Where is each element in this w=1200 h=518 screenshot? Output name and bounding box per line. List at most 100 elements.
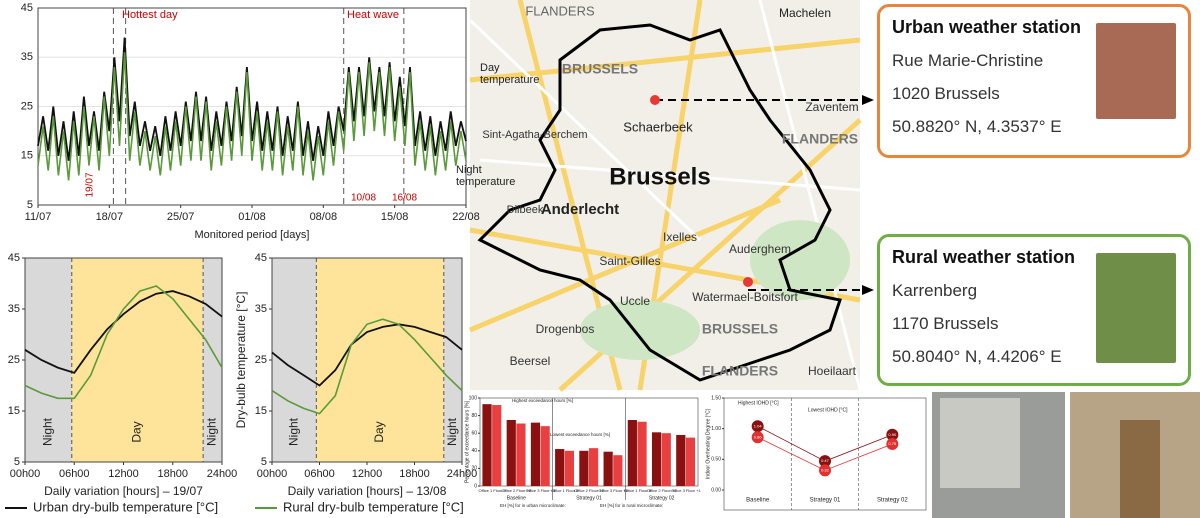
x-axis-label: Monitored period [days] — [195, 229, 310, 241]
x-tick-label: 06h00 — [59, 468, 90, 480]
bar — [637, 421, 647, 486]
x-tick-label: Strategy 02 — [877, 498, 908, 504]
y-tick-label: 80 — [471, 413, 477, 419]
annotation: Heat wave — [347, 9, 399, 21]
series-line — [24, 285, 223, 400]
legend-label: EH [%] for in rural microclimate: — [600, 503, 663, 508]
y-axis-label: Dry-bulb temperature [°C] — [234, 292, 248, 429]
x-tick-label: Office 1 Floor 0 — [551, 488, 579, 493]
y-tick-label: 35 — [8, 303, 20, 315]
series-line — [37, 37, 467, 161]
station-title: Rural weather station — [892, 247, 1076, 267]
rural-pin — [743, 277, 753, 287]
station-title: Urban weather station — [892, 17, 1082, 37]
bubble — [819, 464, 831, 477]
region-label: Night — [41, 417, 55, 446]
y-tick-label: 35 — [21, 51, 33, 63]
x-axis-label: Daily variation [hours] – 19/07 — [44, 484, 203, 498]
map-label: FLANDERS — [525, 3, 595, 18]
station-photo — [1096, 253, 1176, 363]
bar — [589, 448, 599, 486]
bar — [661, 433, 671, 486]
map-label: Zaventem — [805, 100, 858, 114]
legend-label: Rural dry-bulb temperature [°C] — [283, 499, 464, 514]
bar — [564, 450, 574, 486]
y-tick-label: 1.00 — [711, 426, 721, 432]
map-label: Brussels — [609, 163, 710, 190]
y-tick-label: 25 — [21, 100, 33, 112]
bar — [603, 451, 613, 486]
x-tick-label: Office 1 Floor 0 — [478, 488, 506, 493]
annotation: Highest IOHD [°C] — [738, 400, 779, 406]
y-tick-label: 45 — [21, 2, 33, 14]
annotation: Lowest exceedance hours [%] — [550, 432, 610, 437]
annotation: Day temperature — [480, 62, 539, 86]
map-label: Hoeilaart — [808, 364, 857, 378]
annotation: 19/07 — [85, 172, 96, 197]
x-tick-label: Baseline — [746, 498, 770, 504]
region — [25, 258, 72, 462]
building-facade — [940, 398, 1020, 488]
map-label: Dilbeek — [507, 204, 544, 216]
map-label: Beersel — [510, 354, 551, 368]
y-tick-label: 100 — [469, 395, 478, 401]
map-label: Ixelles — [663, 230, 697, 244]
y-tick-label: 60 — [471, 431, 477, 437]
station-street: Rue Marie-Christine — [892, 51, 1044, 70]
annotation: 16/08 — [392, 193, 417, 204]
y-tick-label: 15 — [8, 405, 20, 417]
y-tick-label: 20 — [471, 466, 477, 472]
x-tick-label: 18h00 — [157, 468, 188, 480]
y-tick-label: 0.00 — [711, 487, 721, 493]
region — [71, 258, 204, 462]
y-tick-label: 5 — [261, 456, 267, 468]
bubble — [751, 431, 764, 444]
map-label: Schaerbeek — [623, 119, 693, 134]
x-tick-label: 25/07 — [167, 211, 195, 223]
y-tick-label: 5 — [14, 456, 20, 468]
region-label: Day — [130, 421, 144, 442]
series-line — [271, 323, 463, 387]
plot-frame — [723, 397, 927, 511]
urban-pin — [650, 95, 660, 105]
bar — [579, 450, 589, 486]
y-tick-label: 25 — [255, 354, 267, 366]
series-line — [24, 290, 223, 374]
x-tick-label: 15/08 — [381, 211, 409, 223]
x-tick-label: Office 3 Floor +1 — [671, 488, 701, 493]
station-city: 1170 Brussels — [892, 314, 999, 333]
x-axis-label: Daily variation [hours] – 13/08 — [288, 484, 447, 498]
region — [203, 258, 222, 462]
x-tick-label: 22/08 — [452, 211, 480, 223]
y-axis-label: Indoor Overheating Degree [°C] — [705, 408, 711, 479]
bar — [555, 449, 565, 486]
value-label: 0.32 — [821, 467, 830, 472]
region-label: Night — [286, 417, 300, 446]
x-tick-label: 18/07 — [96, 211, 124, 223]
y-tick-label: 0.50 — [711, 457, 721, 463]
station-street: Karrenberg — [892, 281, 978, 300]
region-label: Night — [205, 417, 219, 446]
bar — [685, 437, 696, 486]
x-tick-label: 18h00 — [399, 468, 430, 480]
x-tick-label: Office 2 Floor +2 — [647, 488, 677, 493]
plot-frame — [271, 257, 463, 463]
y-tick-label: 15 — [21, 150, 33, 162]
map-label: Saint-Gilles — [599, 254, 660, 268]
bar — [613, 455, 623, 486]
annotation: Lowest IOHD [°C] — [808, 407, 848, 413]
arrow-heads — [862, 95, 874, 295]
x-tick-label: 06h00 — [304, 468, 335, 480]
interior-stairs — [1120, 420, 1160, 518]
map-label: Drogenbos — [536, 322, 595, 336]
map-label: Watermael-Boitsfort — [692, 290, 798, 304]
value-label: 0.90 — [888, 432, 897, 437]
bubble — [886, 428, 899, 441]
bar — [651, 432, 662, 486]
y-axis-label: Percentage of exceedance hours [%] — [464, 400, 470, 483]
region-boundary — [477, 23, 842, 382]
rural-station-card: Rural weather station Karrenberg 1170 Br… — [877, 234, 1191, 386]
bubble — [819, 455, 831, 468]
